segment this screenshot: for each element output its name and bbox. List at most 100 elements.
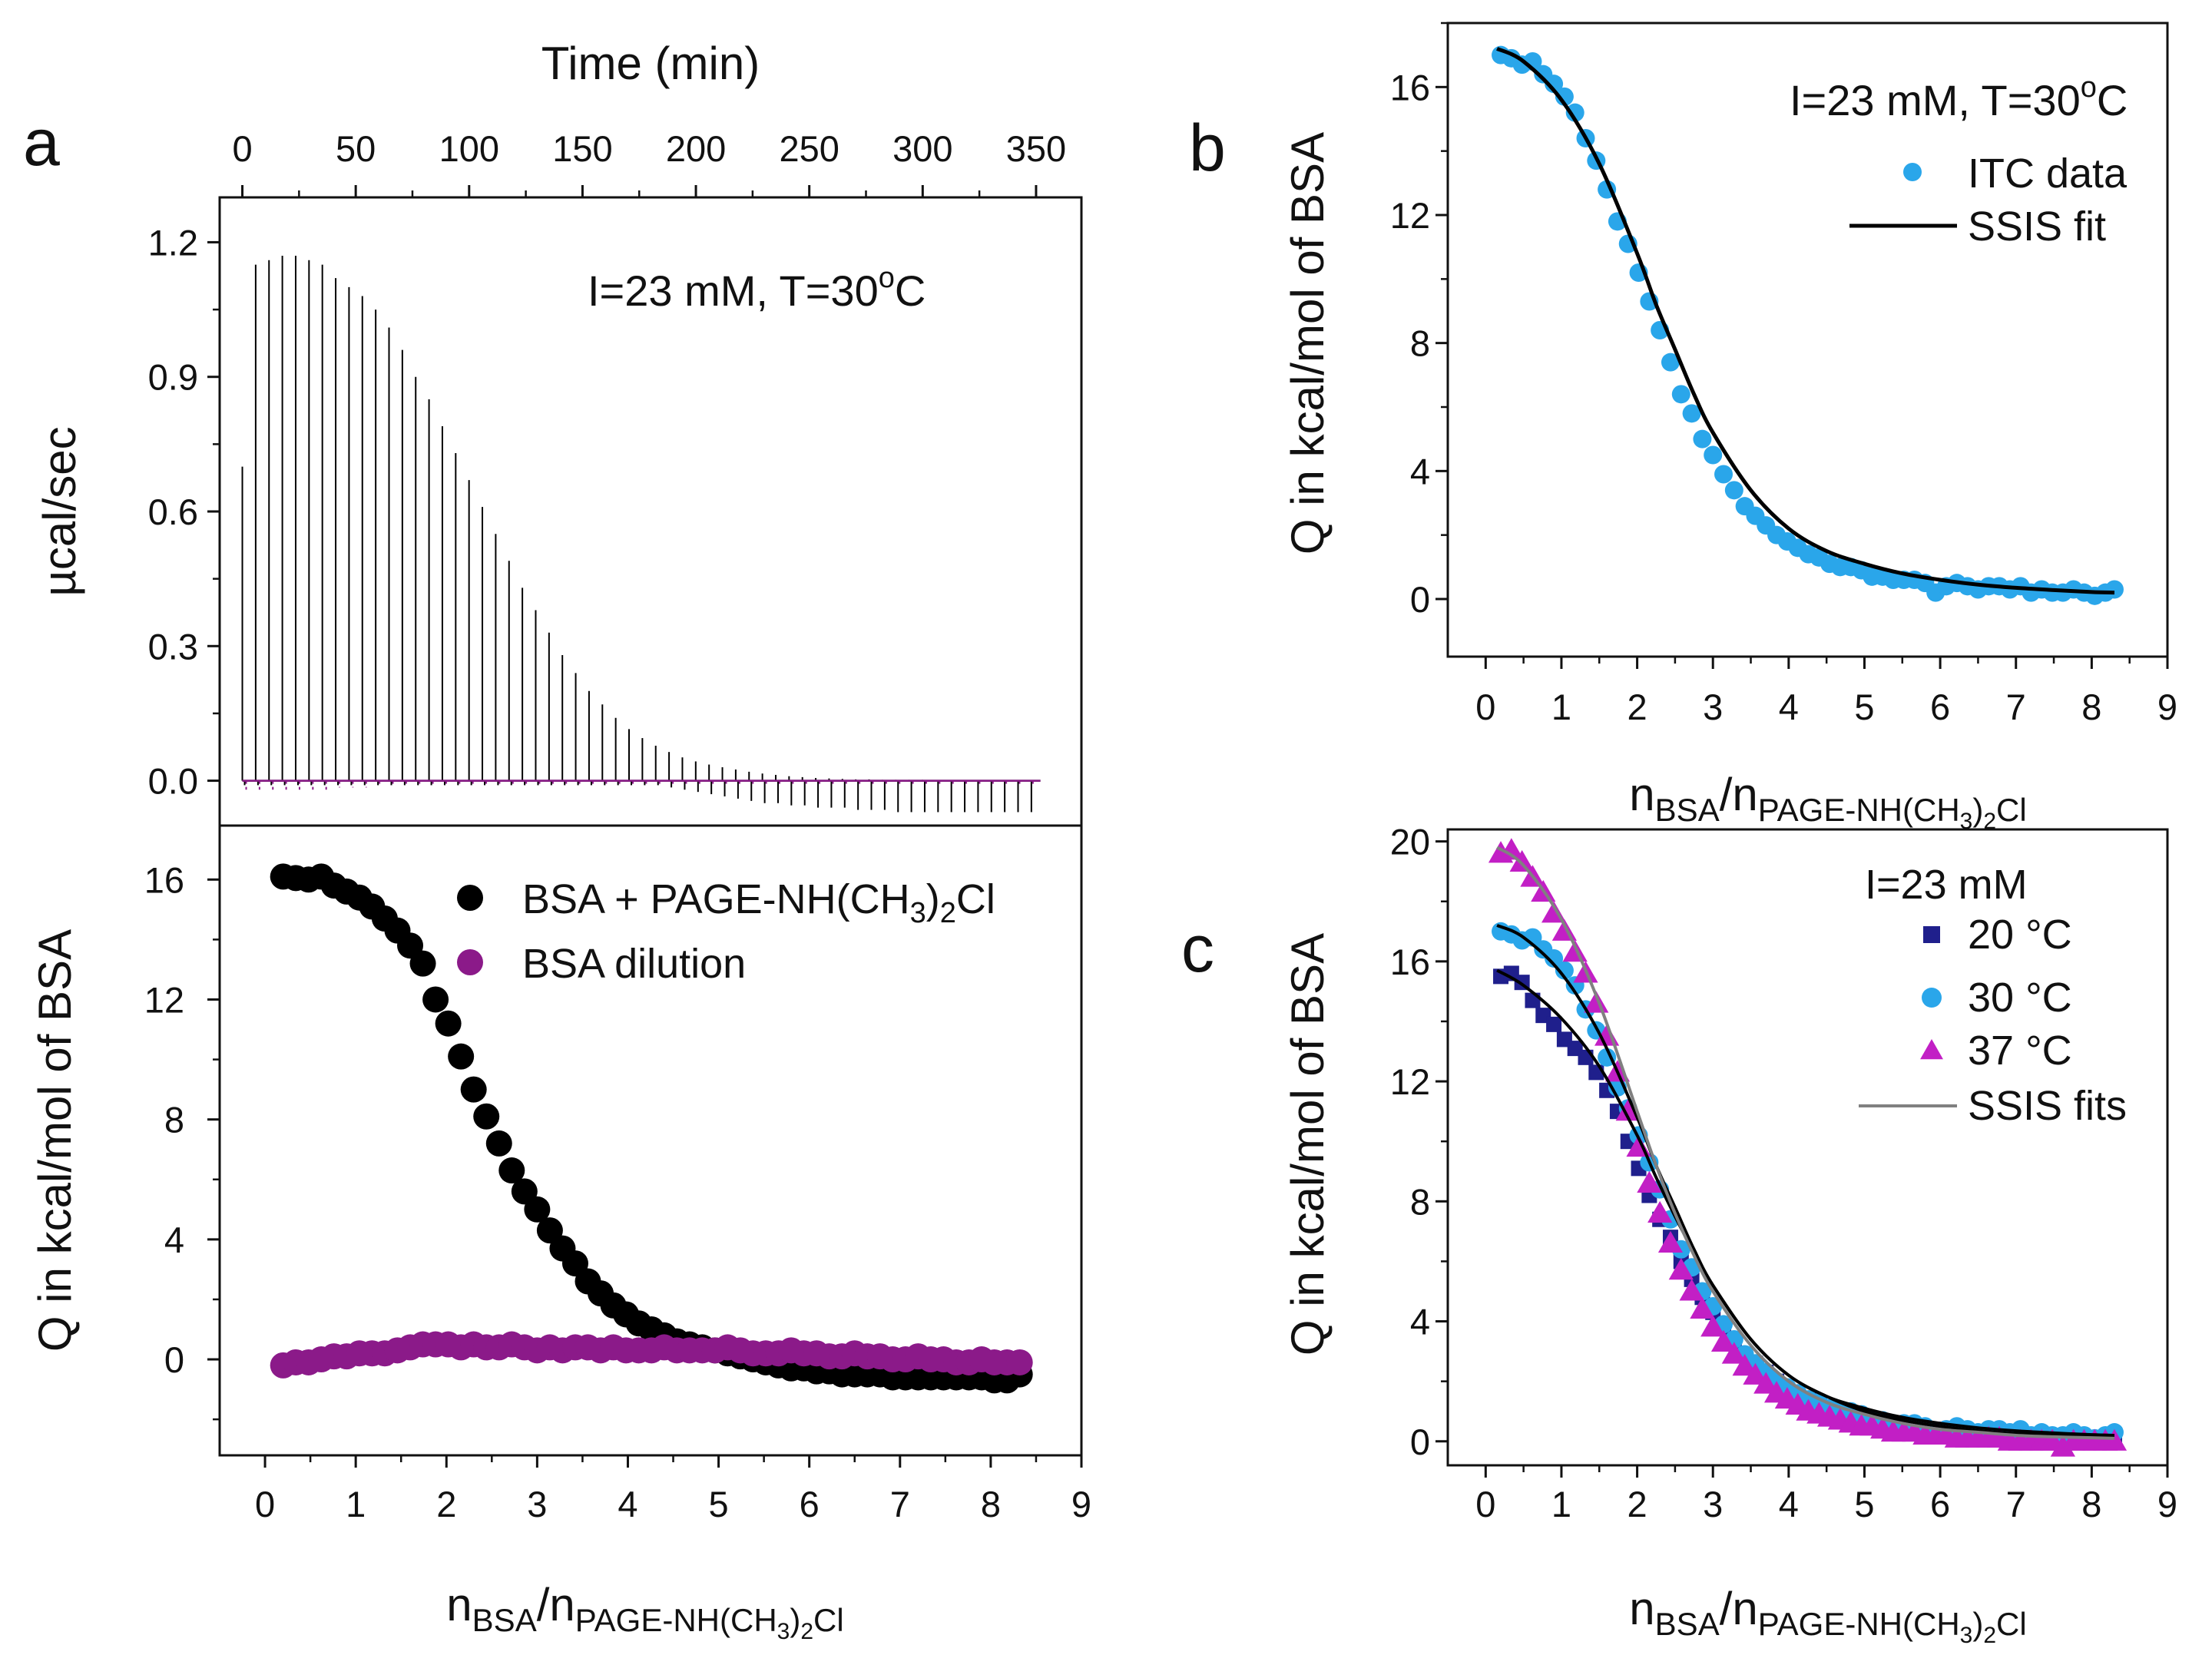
data-point xyxy=(1690,1296,1715,1319)
data-point xyxy=(460,1076,487,1103)
data-point xyxy=(2050,1435,2075,1457)
y-tick-label: 16 xyxy=(1390,942,1430,982)
x-label-n: n xyxy=(1629,769,1654,820)
x-tick-label: 7 xyxy=(890,1484,910,1524)
legend-label-fit: SSIS fit xyxy=(1968,204,2106,250)
x-axis-label: nBSA/nPAGE-NH(CH3)2Cl xyxy=(446,1579,843,1644)
x-tick-label: 300 xyxy=(892,128,952,169)
x-tick-label: 2 xyxy=(436,1484,456,1524)
x-tick-label: 1 xyxy=(1551,687,1571,727)
thermogram-trace-sample xyxy=(241,255,1041,813)
x-tick-label: 0 xyxy=(255,1484,275,1524)
data-point xyxy=(1565,103,1584,122)
data-point xyxy=(473,1103,500,1130)
x-tick-label: 3 xyxy=(527,1484,547,1524)
legend-label-itc: ITC data xyxy=(1968,151,2128,197)
data-point xyxy=(1671,385,1690,404)
plot-frame xyxy=(1446,22,2169,658)
legend-text: BSA + PAGE-NH(CH xyxy=(522,876,910,922)
annotation-unit: C xyxy=(895,266,926,315)
data-point xyxy=(1584,991,1609,1013)
x-tick-label: 9 xyxy=(1071,1484,1091,1524)
legend-marker-sample xyxy=(457,885,483,911)
x-label-sub: PAGE-NH(CH xyxy=(1758,792,1960,828)
x-label-subsub: 2 xyxy=(800,1619,813,1644)
legend-label: SSIS fits xyxy=(1968,1083,2127,1129)
data-point xyxy=(1637,1170,1662,1193)
data-point xyxy=(1704,445,1723,465)
x-tick-label: 5 xyxy=(709,1484,729,1524)
y-tick-label: 8 xyxy=(1410,323,1430,364)
x-tick-label: 200 xyxy=(666,128,726,169)
legend-marker-itc xyxy=(1903,163,1922,181)
data-point xyxy=(1682,404,1701,423)
y-tick-label: 0.6 xyxy=(148,492,198,532)
series-itc-data xyxy=(1492,45,2124,605)
data-point xyxy=(1545,74,1564,94)
y-tick-label: 0 xyxy=(1410,579,1430,620)
thermogram-trace-dilution xyxy=(242,780,1041,790)
data-point xyxy=(1710,1329,1737,1352)
data-point xyxy=(1693,429,1712,449)
data-point xyxy=(1498,838,1524,860)
x-label-sub: ) xyxy=(1972,1606,1983,1642)
y-tick-label: 16 xyxy=(144,859,184,900)
legend-text: ) xyxy=(926,876,940,922)
data-point xyxy=(1562,940,1588,962)
data-point xyxy=(1615,1099,1641,1121)
x-tick-label: 4 xyxy=(618,1484,637,1524)
data-point xyxy=(1753,1372,1779,1394)
x-tick-label: 1 xyxy=(346,1484,366,1524)
x-tick-label: 7 xyxy=(2006,687,2026,727)
data-point xyxy=(1657,1230,1684,1253)
data-point xyxy=(2101,1428,2128,1451)
data-point xyxy=(524,1196,551,1223)
data-point xyxy=(1545,948,1564,968)
x-tick-label: 4 xyxy=(1779,687,1799,727)
legend-label-dilution: BSA dilution xyxy=(522,941,746,987)
x-tick-label: 2 xyxy=(1628,1484,1647,1524)
ssis-fit-curve xyxy=(1496,47,2115,595)
x-tick-label: 3 xyxy=(1703,687,1723,727)
x-axis-label: nBSA/nPAGE-NH(CH3)2Cl xyxy=(1629,769,2026,834)
x-label-sub: Cl xyxy=(1996,1606,2027,1642)
panel-a-thermogram: 0 50 100 150 200 250 300 350 0.0 0.3 0.6 0.9 1.2 Time… xyxy=(34,38,1083,827)
y-tick-label: 4 xyxy=(1410,451,1430,492)
x-label-sub: Cl xyxy=(813,1602,844,1638)
data-point xyxy=(1743,1362,1768,1385)
panel-a: a 0 50 100 150 200 250 300 3500.00.30.60.91.2Ti… xyxy=(23,38,1091,1644)
x-label-n: n xyxy=(1629,1583,1654,1634)
y-axis-label: Q in kcal/mol of BSA xyxy=(1282,933,1333,1355)
annotation-text: I=23 mM, T=30 xyxy=(1790,76,2081,124)
y-tick-label: 12 xyxy=(1390,195,1430,236)
x-label-slash: /n xyxy=(1720,1583,1758,1634)
ssis-fit-curve xyxy=(1496,924,2115,1437)
panel-label-c: c xyxy=(1181,912,1214,986)
x-axis-label: nBSA/nPAGE-NH(CH3)2Cl xyxy=(1629,1583,2026,1648)
x-label-slash: /n xyxy=(537,1579,575,1630)
x-tick-label: 0 xyxy=(1475,687,1495,727)
legend-label: 20 °C xyxy=(1968,912,2072,958)
ssis-fit-curve xyxy=(1495,846,2115,1440)
x-tick-label: 7 xyxy=(2006,1484,2026,1524)
data-point xyxy=(2104,580,2124,599)
data-point xyxy=(1546,1016,1562,1032)
x-label-subsub: 3 xyxy=(1960,809,1973,834)
x-label-slash: /n xyxy=(1720,769,1758,820)
plot-frame xyxy=(218,824,1083,1457)
x-tick-label: 50 xyxy=(336,128,376,169)
annotation-text: I=23 mM, T=30 xyxy=(588,266,879,315)
x-tick-label: 0 xyxy=(1475,1484,1495,1524)
x-tick-label: 6 xyxy=(1930,687,1950,727)
x-tick-label: 3 xyxy=(1703,1484,1723,1524)
y-tick-label: 12 xyxy=(144,979,184,1020)
x-tick-label: 8 xyxy=(981,1484,1001,1524)
legend-marker xyxy=(1923,926,1940,943)
y-tick-label: 4 xyxy=(1410,1302,1430,1342)
legend-marker xyxy=(1920,1039,1943,1060)
data-point xyxy=(1668,1258,1694,1280)
x-label-subsub: 3 xyxy=(1960,1623,1973,1648)
